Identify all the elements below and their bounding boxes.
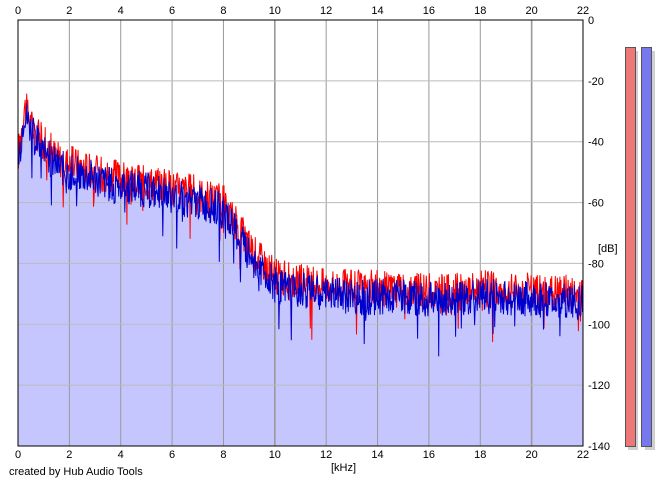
x-axis-label: [kHz] <box>331 462 356 474</box>
x-tick-label-top: 6 <box>169 5 175 17</box>
x-tick-label-top: 8 <box>220 5 226 17</box>
y-tick-label: -140 <box>588 441 610 453</box>
x-tick-label-bottom: 0 <box>15 449 21 461</box>
right-channel-spectrum-line <box>17 103 584 357</box>
y-axis-label: [dB] <box>598 243 618 255</box>
plot-border <box>17 19 584 447</box>
x-tick-label-bottom: 12 <box>320 449 332 461</box>
x-tick-label-top: 18 <box>474 5 486 17</box>
series-layer <box>17 19 584 447</box>
x-tick-label-top: 14 <box>371 5 383 17</box>
x-tick-label-bottom: 6 <box>169 449 175 461</box>
spectrum-area-layer <box>18 93 583 446</box>
x-tick-label-top: 12 <box>320 5 332 17</box>
x-tick-label-top: 22 <box>577 5 589 17</box>
y-tick-label: -40 <box>588 137 604 149</box>
x-tick-label-top: 16 <box>423 5 435 17</box>
x-tick-label-bottom: 8 <box>220 449 226 461</box>
x-tick-label-bottom: 22 <box>577 449 589 461</box>
y-tick-label: -20 <box>588 76 604 88</box>
x-tick-label-top: 10 <box>269 5 281 17</box>
credit-text: created by Hub Audio Tools <box>9 466 143 478</box>
x-tick-label-bottom: 20 <box>526 449 538 461</box>
tick-layer: 002244668810101212141416161818202022220-… <box>15 5 610 461</box>
left-channel-level-meter <box>625 47 636 447</box>
spectrum-fill-area <box>18 93 583 446</box>
x-tick-label-bottom: 14 <box>371 449 383 461</box>
right-channel-level-meter <box>641 47 652 447</box>
y-tick-label: -120 <box>588 380 610 392</box>
x-tick-label-top: 0 <box>15 5 21 17</box>
x-tick-label-bottom: 2 <box>66 449 72 461</box>
x-tick-label-top: 4 <box>118 5 124 17</box>
x-tick-label-top: 20 <box>526 5 538 17</box>
x-tick-label-bottom: 18 <box>474 449 486 461</box>
x-tick-label-bottom: 4 <box>118 449 124 461</box>
x-tick-label-bottom: 10 <box>269 449 281 461</box>
y-tick-label: -100 <box>588 319 610 331</box>
y-tick-label: -60 <box>588 198 604 210</box>
x-tick-label-bottom: 16 <box>423 449 435 461</box>
y-tick-label: 0 <box>588 15 594 27</box>
y-tick-label: -80 <box>588 258 604 270</box>
x-tick-label-top: 2 <box>66 5 72 17</box>
